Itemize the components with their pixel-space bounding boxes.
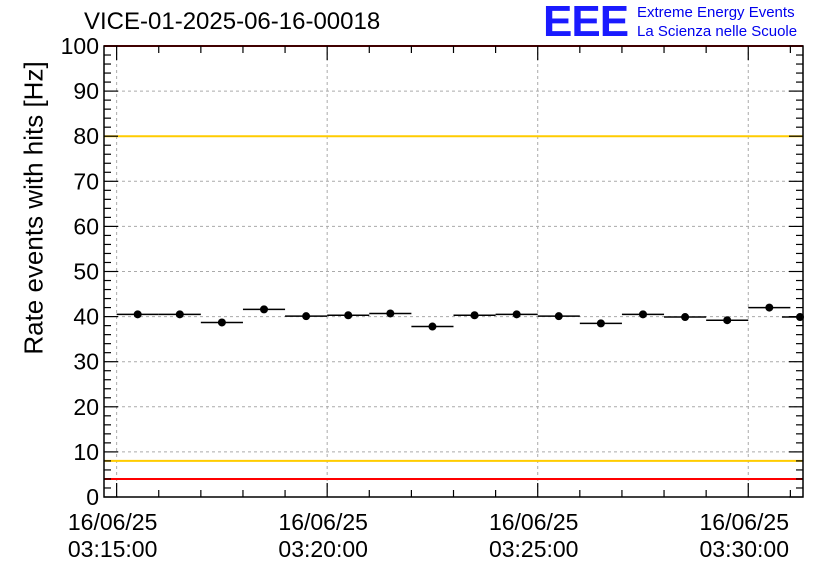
x-tick-label-time: 03:25:00 bbox=[489, 536, 579, 562]
data-point bbox=[681, 313, 690, 322]
chart-title: VICE-01-2025-06-16-00018 bbox=[84, 8, 381, 35]
y-tick-label: 100 bbox=[61, 33, 99, 59]
reference-lines bbox=[104, 45, 803, 480]
data-point bbox=[723, 316, 732, 325]
data-point bbox=[260, 305, 269, 314]
y-tick-label: 30 bbox=[73, 349, 99, 375]
data-point bbox=[512, 310, 521, 319]
eee-logo: EEE bbox=[543, 0, 629, 46]
y-tick-label: 50 bbox=[73, 259, 99, 285]
y-tick-label: 10 bbox=[73, 439, 99, 465]
y-tick-label: 70 bbox=[73, 168, 99, 194]
data-point bbox=[133, 310, 142, 319]
data-point bbox=[386, 309, 395, 318]
grid-lines bbox=[104, 46, 803, 497]
data-point bbox=[470, 311, 479, 320]
y-tick-labels: 0 10 20 30 40 50 60 70 80 90 100 bbox=[61, 33, 99, 510]
x-tick-label-time: 03:30:00 bbox=[699, 536, 789, 562]
axis-ticks bbox=[104, 45, 803, 498]
x-tick-labels: 16/06/2503:15:0016/06/2503:20:0016/06/25… bbox=[68, 509, 789, 562]
y-tick-label: 0 bbox=[86, 484, 99, 510]
data-point bbox=[796, 313, 804, 322]
data-point bbox=[302, 312, 311, 321]
x-tick-label-time: 03:15:00 bbox=[68, 536, 158, 562]
x-tick-label-date: 16/06/25 bbox=[68, 509, 158, 535]
data-point bbox=[175, 310, 184, 319]
data-point bbox=[554, 312, 563, 321]
y-tick-label: 80 bbox=[73, 123, 99, 149]
x-tick-label-date: 16/06/25 bbox=[278, 509, 368, 535]
data-point bbox=[638, 310, 647, 319]
x-tick-label-date: 16/06/25 bbox=[699, 509, 789, 535]
x-tick-label-date: 16/06/25 bbox=[489, 509, 579, 535]
x-tick-label-time: 03:20:00 bbox=[278, 536, 368, 562]
data-point bbox=[428, 322, 437, 331]
logo-caption: Extreme Energy Events La Scienza nelle S… bbox=[637, 3, 797, 41]
logo-line-2: La Scienza nelle Scuole bbox=[637, 23, 798, 40]
y-tick-label: 20 bbox=[73, 394, 99, 420]
logo-line-1: Extreme Energy Events bbox=[637, 4, 795, 21]
y-tick-label: 90 bbox=[73, 78, 99, 104]
data-point bbox=[344, 311, 353, 320]
data-point bbox=[596, 319, 605, 328]
y-tick-label: 40 bbox=[73, 304, 99, 330]
data-point bbox=[765, 303, 774, 312]
data-point bbox=[217, 318, 226, 327]
data-points bbox=[116, 303, 804, 331]
y-tick-label: 60 bbox=[73, 213, 99, 239]
